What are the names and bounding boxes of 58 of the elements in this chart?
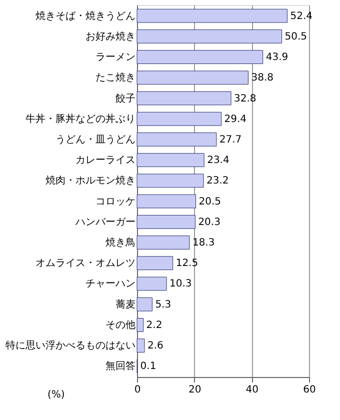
bar bbox=[136, 91, 232, 106]
bar bbox=[136, 236, 190, 250]
y-tick-label: 焼き鳥 bbox=[106, 236, 136, 249]
y-tick-label: 餃子 bbox=[116, 93, 136, 104]
bar bbox=[136, 132, 217, 146]
data-label: 50.5 bbox=[284, 31, 308, 42]
y-tick-label: ハンバーガー bbox=[74, 216, 136, 228]
data-label: 20.5 bbox=[198, 196, 222, 208]
y-tick-label: 特に思い浮かべるものはない bbox=[6, 340, 136, 352]
data-label: 23.2 bbox=[206, 176, 229, 187]
data-label: 2.2 bbox=[146, 320, 162, 331]
y-tick-label: オムライス・オムレツ bbox=[36, 258, 136, 270]
data-label: 12.5 bbox=[176, 258, 198, 270]
y-tick-label: カレーライス bbox=[76, 155, 136, 166]
data-label: 2.6 bbox=[147, 340, 164, 352]
data-label: 18.3 bbox=[192, 238, 215, 249]
y-tick-label: 牛丼・豚丼などの丼ぶり bbox=[26, 112, 136, 125]
y-tick-label: コロッケ bbox=[96, 196, 136, 208]
data-label: 27.7 bbox=[219, 134, 242, 146]
y-tick-label: その他 bbox=[106, 318, 136, 331]
bar bbox=[136, 214, 196, 229]
x-tick-label: 40 bbox=[246, 384, 259, 396]
data-label: 10.3 bbox=[170, 278, 192, 290]
y-tick-label: たこ焼き bbox=[96, 72, 136, 84]
data-label: 29.4 bbox=[224, 114, 247, 125]
data-label: 38.8 bbox=[251, 72, 274, 84]
bar bbox=[136, 174, 204, 188]
data-label: 23.4 bbox=[207, 155, 230, 166]
bar bbox=[136, 50, 264, 64]
y-tick-label: 焼肉・ホルモン焼き bbox=[46, 174, 136, 187]
data-label: 52.4 bbox=[290, 10, 312, 22]
bar bbox=[136, 256, 174, 270]
data-label: 0.1 bbox=[140, 361, 156, 372]
x-tick-label: 20 bbox=[188, 384, 202, 396]
y-tick-label: うどん・皿うどん bbox=[56, 134, 136, 146]
y-tick-label: ラーメン bbox=[96, 52, 136, 64]
y-tick-label: 焼きそば・焼きうどん bbox=[36, 10, 136, 22]
y-tick-label: チャーハン bbox=[86, 278, 136, 290]
data-label: 32.8 bbox=[234, 93, 256, 104]
x-axis-title: (%) bbox=[48, 390, 65, 400]
data-label: 43.9 bbox=[266, 52, 288, 64]
bar bbox=[136, 276, 167, 291]
y-tick-label: 蕎麦 bbox=[116, 298, 136, 310]
bar bbox=[136, 29, 282, 44]
bar bbox=[136, 338, 145, 353]
x-tick-label: 0 bbox=[134, 384, 141, 396]
x-tick-label: 60 bbox=[303, 384, 316, 396]
bar bbox=[136, 112, 222, 126]
bar bbox=[136, 194, 196, 208]
bar bbox=[136, 8, 288, 23]
data-label: 5.3 bbox=[155, 299, 172, 310]
y-tick-label: お好み焼き bbox=[86, 30, 136, 42]
bar bbox=[136, 153, 204, 168]
bar bbox=[136, 70, 248, 85]
y-tick-label: 無回答 bbox=[106, 360, 136, 372]
bar bbox=[136, 318, 144, 332]
bar bbox=[136, 297, 152, 312]
data-label: 20.3 bbox=[198, 216, 220, 228]
